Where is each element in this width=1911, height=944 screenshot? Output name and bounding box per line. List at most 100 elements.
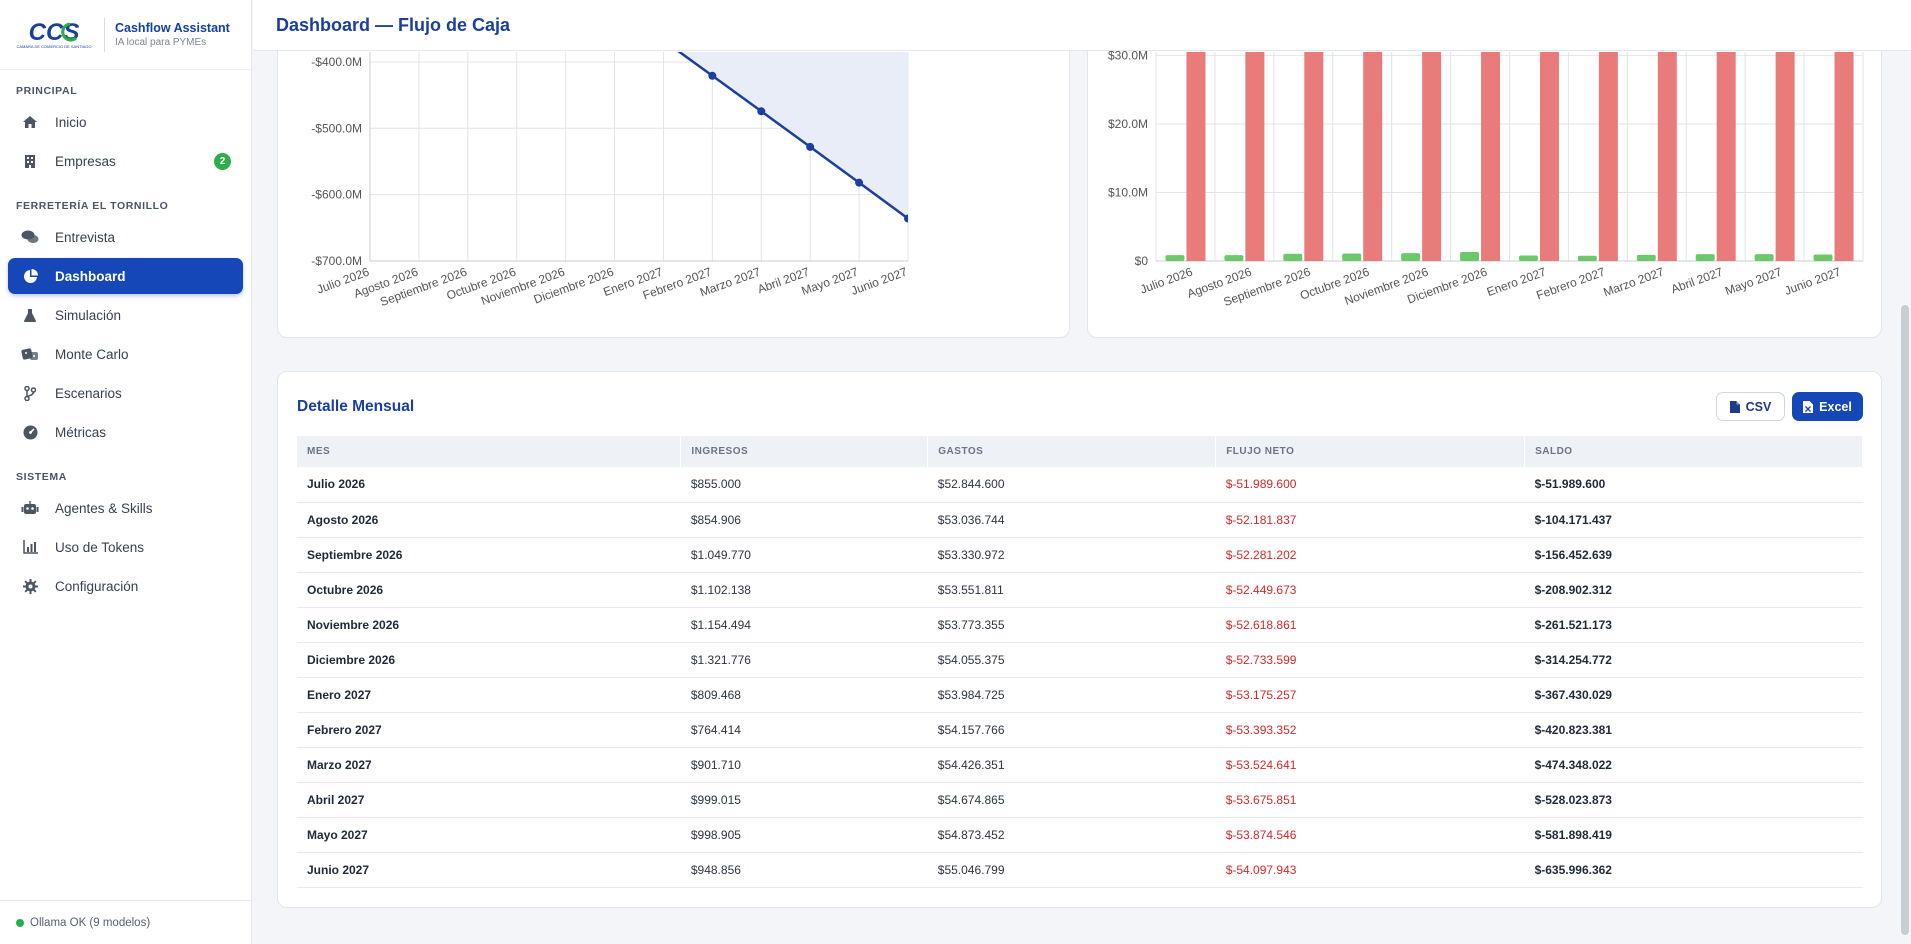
sidebar-item-inicio[interactable]: Inicio — [8, 104, 243, 140]
table-row: Abril 2027 $999.015 $54.674.865 $-53.675.85… — [297, 782, 1863, 818]
cell-saldo: $-528.023.873 — [1524, 782, 1863, 818]
monthly-detail-card: Detalle Mensual CSV Excel MES INGRESOS G… — [277, 371, 1882, 908]
balance-area — [679, 52, 908, 219]
cell-saldo: $-635.996.362 — [1524, 852, 1863, 888]
sidebar-item-tokens[interactable]: Uso de Tokens — [8, 529, 243, 565]
home-icon — [20, 115, 40, 129]
gauge-icon — [20, 425, 40, 440]
cell-saldo: $-156.452.639 — [1524, 537, 1863, 573]
export-excel-button[interactable]: Excel — [1792, 392, 1863, 421]
file-csv-icon — [1729, 400, 1740, 413]
sidebar-item-monte-carlo[interactable]: Monte Carlo — [8, 336, 243, 372]
expense-bar — [1422, 52, 1442, 261]
page-scrollbar[interactable] — [1901, 305, 1909, 935]
sidebar-item-metricas[interactable]: Métricas — [8, 414, 243, 450]
status-dot — [16, 918, 24, 927]
cell-ingresos: $809.468 — [680, 677, 928, 713]
robot-icon — [20, 501, 40, 515]
income-bar — [1754, 254, 1774, 261]
cell-flujo-neto: $-53.675.851 — [1215, 782, 1525, 818]
cell-ingresos: $855.000 — [680, 467, 928, 503]
section-label-principal: PRINCIPAL — [16, 85, 78, 97]
cell-gastos: $54.674.865 — [927, 782, 1216, 818]
cell-flujo-neto: $-51.989.600 — [1215, 467, 1525, 503]
balance-point — [757, 107, 766, 116]
export-csv-button[interactable]: CSV — [1716, 392, 1785, 421]
cell-saldo: $-420.823.381 — [1524, 712, 1863, 748]
section-label-sistema: SISTEMA — [16, 471, 67, 483]
x-tick-label: Junio 2027 — [1783, 265, 1843, 298]
cell-mes: Octubre 2026 — [297, 572, 681, 608]
csv-label: CSV — [1745, 399, 1772, 414]
cell-gastos: $54.873.452 — [927, 817, 1216, 853]
table-row: Febrero 2027 $764.414 $54.157.766 $-53.393.… — [297, 712, 1863, 748]
table-row: Octubre 2026 $1.102.138 $53.551.811 $-52.44… — [297, 572, 1863, 608]
sidebar-item-escenarios[interactable]: Escenarios — [8, 375, 243, 411]
cell-saldo: $-314.254.772 — [1524, 642, 1863, 678]
cell-ingresos: $764.414 — [680, 712, 928, 748]
file-excel-icon — [1803, 400, 1814, 413]
cell-gastos: $53.551.811 — [927, 572, 1216, 608]
cell-gastos: $53.036.744 — [927, 502, 1216, 538]
column-header-gastos: GASTOS — [927, 436, 1217, 467]
column-header-saldo: SALDO — [1524, 436, 1863, 467]
y-tick-label: -$700.0M — [311, 254, 362, 268]
cell-saldo: $-208.902.312 — [1524, 572, 1863, 608]
pie-chart-icon — [20, 268, 40, 284]
expense-bar — [1363, 52, 1383, 261]
sidebar-item-empresas[interactable]: Empresas 2 — [8, 143, 243, 179]
sidebar-item-simulacion[interactable]: Simulación — [8, 297, 243, 333]
cell-gastos: $55.046.799 — [927, 852, 1216, 888]
cell-gastos: $52.844.600 — [927, 467, 1216, 503]
cell-flujo-neto: $-52.618.861 — [1215, 607, 1525, 643]
sidebar-item-configuracion[interactable]: Configuración — [8, 568, 243, 604]
cell-flujo-neto: $-52.733.599 — [1215, 642, 1525, 678]
cell-saldo: $-261.521.173 — [1524, 607, 1863, 643]
cell-mes: Junio 2027 — [297, 852, 681, 888]
income-bar — [1460, 251, 1480, 261]
cell-mes: Enero 2027 — [297, 677, 681, 713]
chat-icon — [20, 230, 40, 244]
x-tick-label: Febrero 2027 — [1534, 265, 1607, 303]
income-expense-chart-card: $0 $10.0M $20.0M $30.0M Julio 2026 Agosto 202… — [1087, 20, 1882, 338]
sidebar-item-label: Agentes & Skills — [55, 500, 153, 516]
table-row: Junio 2027 $948.856 $55.046.799 $-54.097.94… — [297, 852, 1863, 888]
ollama-status: Ollama OK (9 modelos) — [0, 900, 252, 944]
cell-ingresos: $948.856 — [680, 852, 928, 888]
cell-saldo: $-51.989.600 — [1524, 467, 1863, 503]
gear-icon — [20, 578, 40, 594]
sidebar-item-entrevista[interactable]: Entrevista — [8, 219, 243, 255]
cell-ingresos: $901.710 — [680, 747, 928, 783]
table-title: Detalle Mensual — [297, 398, 415, 415]
page-header: Dashboard — Flujo de Caja — [253, 0, 1911, 51]
brand: CCS CAMARA DE COMERCIO DE SANTIAGO Cashf… — [0, 0, 251, 70]
income-bar — [1518, 255, 1538, 261]
sidebar-item-label: Simulación — [55, 307, 122, 323]
y-tick-label: -$600.0M — [311, 188, 362, 202]
page-title: Dashboard — Flujo de Caja — [276, 14, 511, 35]
table-row: Mayo 2027 $998.905 $54.873.452 $-53.874.546… — [297, 817, 1863, 853]
cell-saldo: $-367.430.029 — [1524, 677, 1863, 713]
app-subtitle: IA local para PYMEs — [115, 37, 207, 48]
income-bar — [1401, 253, 1421, 261]
cell-mes: Mayo 2027 — [297, 817, 681, 853]
cell-saldo: $-474.348.022 — [1524, 747, 1863, 783]
sidebar-item-dashboard[interactable]: Dashboard — [8, 258, 243, 294]
expense-bar — [1598, 52, 1618, 261]
x-tick-label: Mayo 2027 — [1723, 265, 1784, 299]
x-tick-label: Abril 2027 — [1669, 265, 1725, 297]
income-bar — [1577, 255, 1597, 261]
income-bar — [1283, 253, 1303, 261]
x-tick-label: Marzo 2027 — [1601, 265, 1666, 300]
sidebar-item-label: Entrevista — [55, 229, 116, 245]
expense-bar — [1716, 52, 1736, 261]
y-tick-label: $20.0M — [1108, 117, 1148, 131]
income-bar — [1695, 254, 1715, 261]
cell-flujo-neto: $-53.175.257 — [1215, 677, 1525, 713]
dice-icon — [20, 347, 40, 362]
y-tick-label: -$400.0M — [311, 55, 362, 69]
sidebar-item-agentes[interactable]: Agentes & Skills — [8, 490, 243, 526]
cell-mes: Septiembre 2026 — [297, 537, 681, 573]
